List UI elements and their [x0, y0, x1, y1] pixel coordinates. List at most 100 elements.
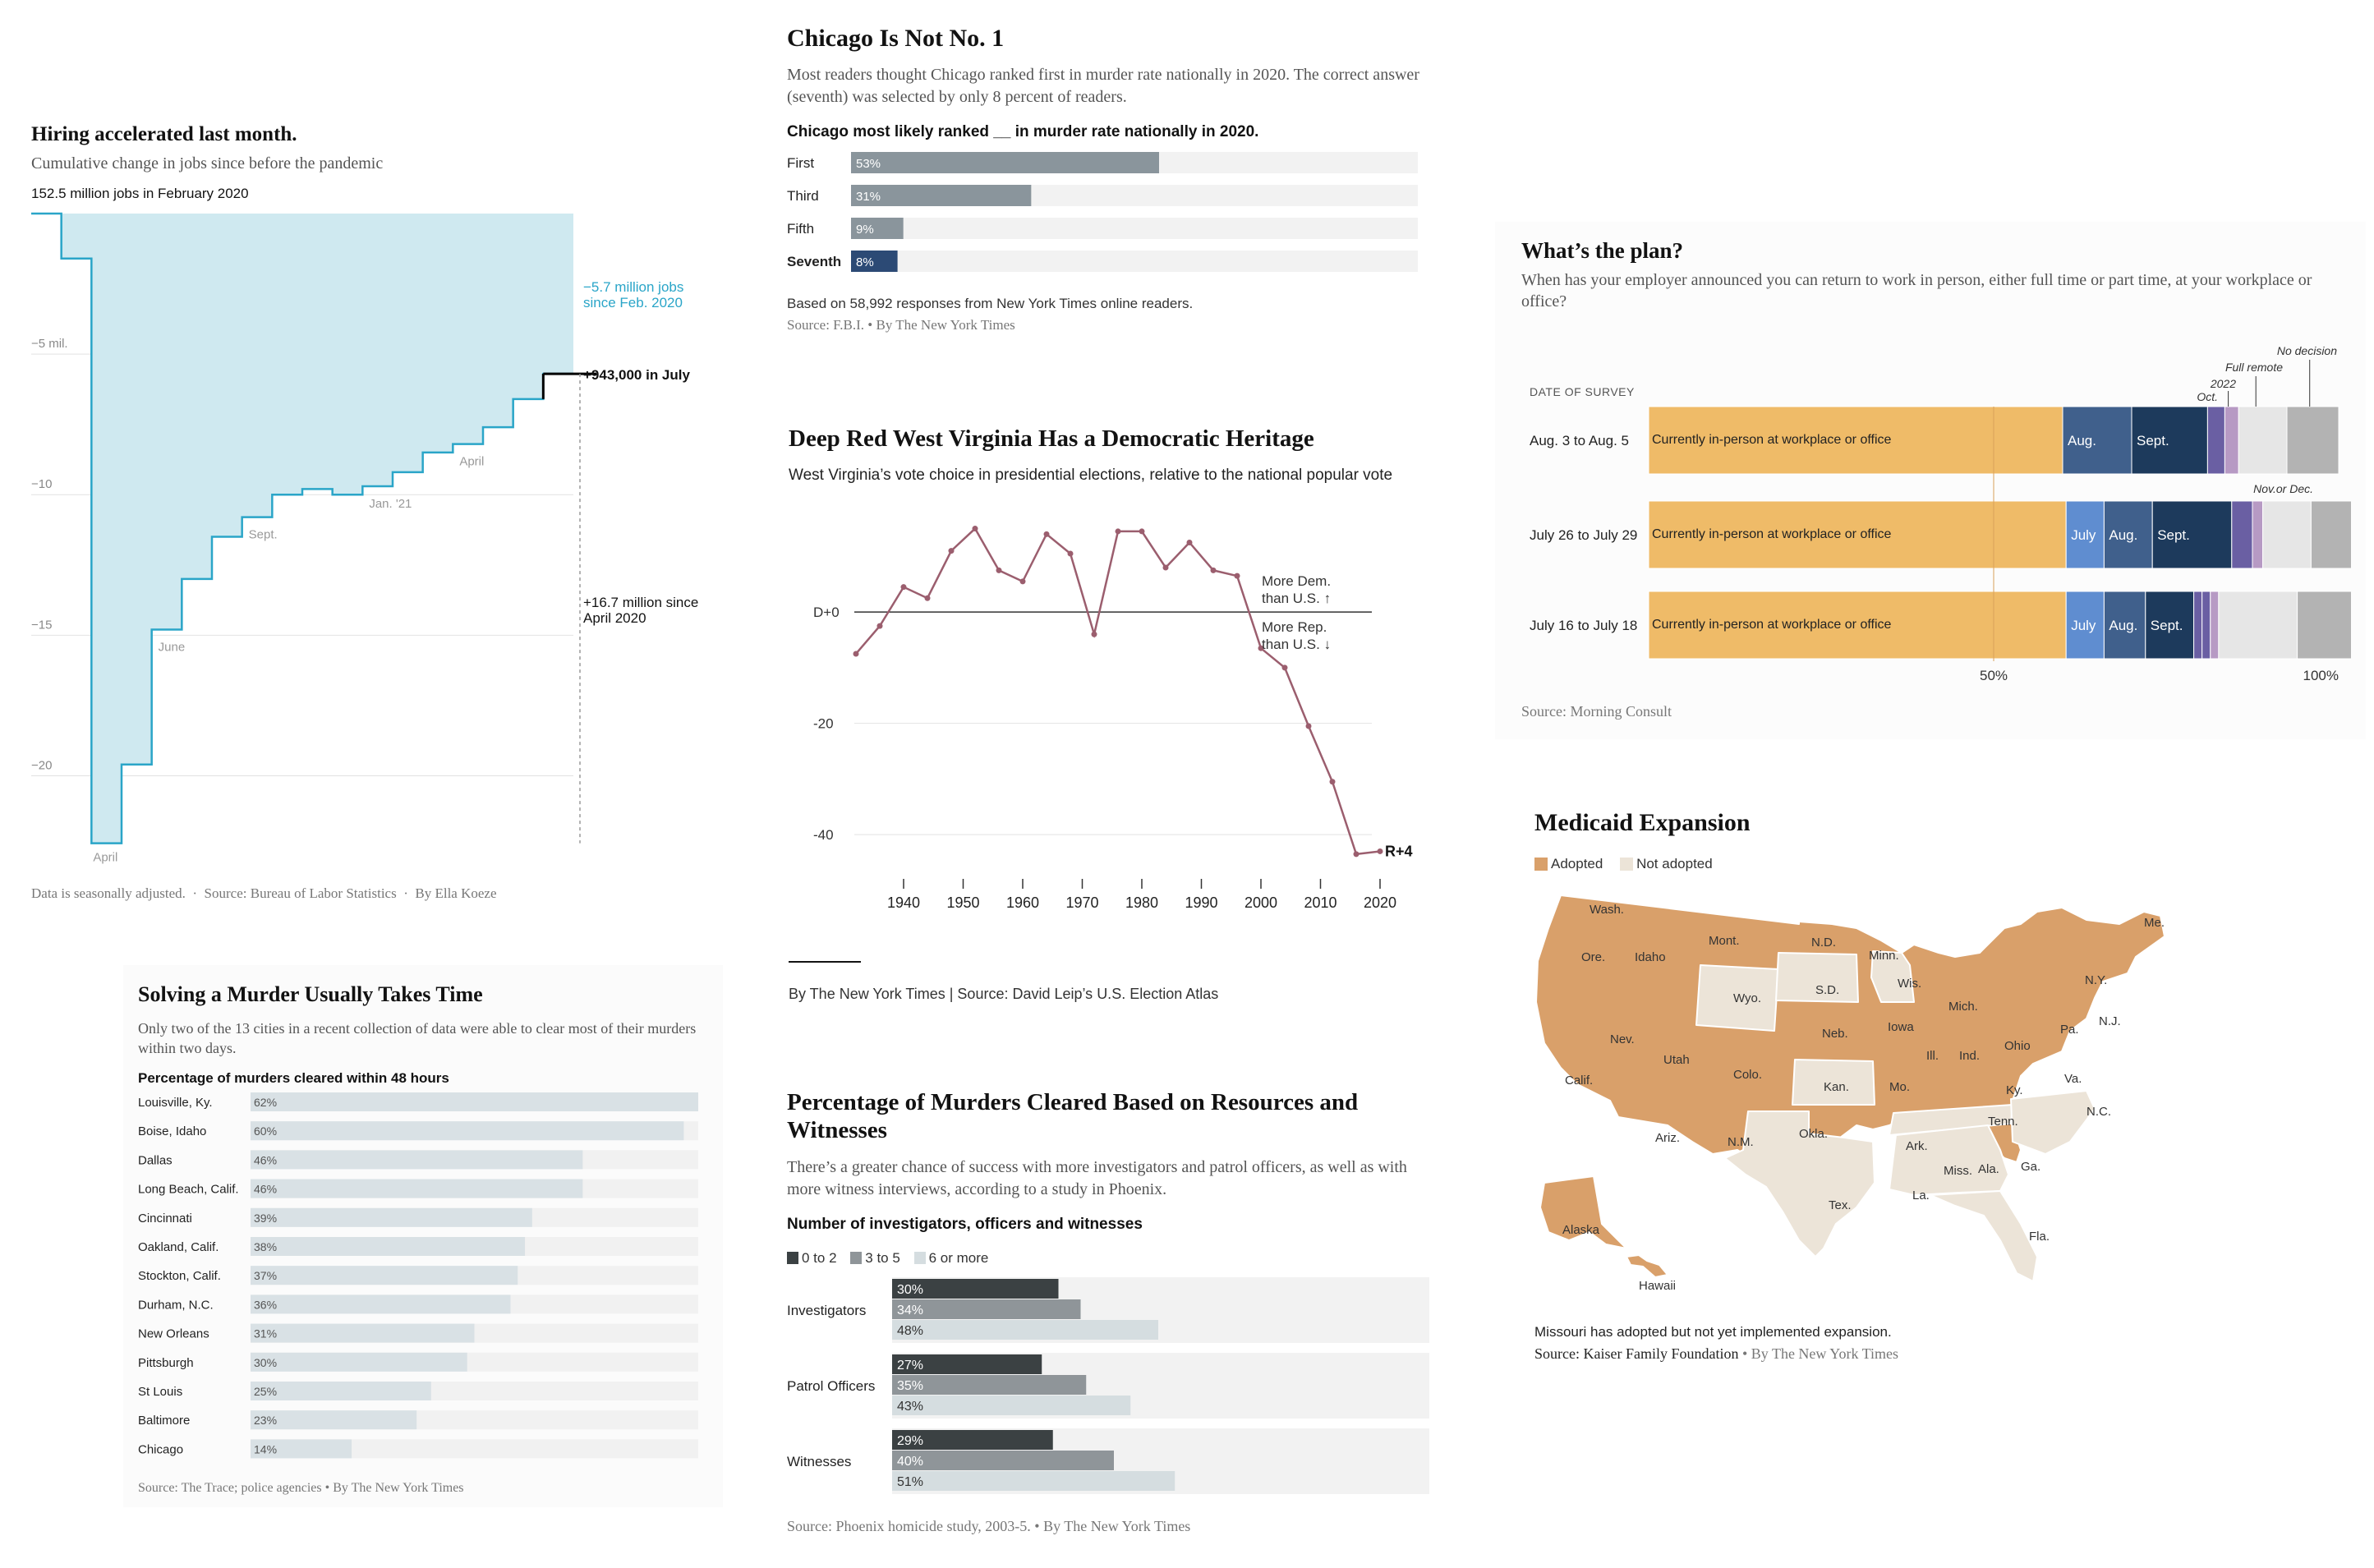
plan-row-label: July 26 to July 29 — [1530, 527, 1637, 543]
state-label-ind: Ind. — [1959, 1049, 1980, 1063]
jobs-subtitle: Cumulative change in jobs since before t… — [31, 154, 384, 172]
plan-segment — [1648, 591, 2067, 660]
resources-category-label: Patrol Officers — [787, 1378, 875, 1394]
resources-category-label: Witnesses — [787, 1454, 851, 1469]
state-shape-hawaii — [1626, 1254, 1668, 1278]
jobs-annotation-july: +943,000 in July — [583, 367, 690, 383]
plan-stacked-bar-chart: DATE OF SURVEY Aug. Sept. Currently in-pers… — [1530, 344, 2351, 683]
state-shape-miss-ala-ga — [1889, 1124, 2009, 1196]
state-shape-sd — [1775, 952, 1859, 1003]
wv-point — [1305, 723, 1312, 729]
wv-source: By The New York Times | Source: David Le… — [789, 986, 1219, 1002]
wv-point — [1162, 564, 1169, 571]
wv-point — [996, 567, 1002, 573]
wv-more-rep-label: More Rep. — [1262, 619, 1327, 635]
plan-segment — [2201, 591, 2211, 660]
state-shape-kan — [1792, 1059, 1875, 1106]
murder-value-label: 38% — [254, 1240, 277, 1253]
state-label-okla: Okla. — [1799, 1127, 1828, 1141]
resources-bar — [892, 1451, 1114, 1470]
state-label-nd: N.D. — [1811, 936, 1836, 950]
murder-bar — [251, 1266, 518, 1285]
murders-title: Solving a Murder Usually Takes Time — [138, 982, 483, 1006]
murder-bar — [251, 1410, 417, 1430]
plan-inperson-label: Currently in-person at workplace or offi… — [1652, 618, 1891, 632]
state-shape-alaska — [1539, 1175, 1627, 1249]
murder-city-label: Stockton, Calif. — [138, 1269, 221, 1283]
murder-value-label: 23% — [254, 1414, 277, 1427]
murder-bar — [251, 1121, 684, 1141]
plan-callout-no-decision: No decision — [2277, 344, 2337, 357]
wv-point — [1234, 572, 1240, 579]
murder-city-label: Boise, Idaho — [138, 1124, 206, 1138]
legend-swatch-6plus — [913, 1252, 926, 1264]
wv-point — [1281, 664, 1288, 671]
murder-bar — [251, 1237, 526, 1256]
state-label-nm: N.M. — [1728, 1135, 1754, 1149]
plan-segment — [2310, 500, 2351, 569]
state-label-kan: Kan. — [1824, 1080, 1849, 1094]
murder-bar — [251, 1150, 583, 1170]
jobs-ytick-label: −20 — [31, 758, 52, 772]
plan-row-label: July 16 to July 18 — [1530, 618, 1637, 633]
wv-xtick-label: 1980 — [1125, 894, 1158, 911]
murder-value-label: 25% — [254, 1385, 277, 1398]
jobs-line — [31, 212, 573, 844]
wv-line-chart: D+0 -20 -40 1940 1950 1960 1970 1980 1990 2000 201… — [813, 526, 1413, 911]
plan-source: Source: Morning Consult — [1521, 703, 1672, 720]
state-label-nc: N.C. — [2086, 1105, 2111, 1119]
resources-heading: Number of investigators, officers and wi… — [787, 1216, 1143, 1233]
murder-city-label: Long Beach, Calif. — [138, 1183, 239, 1197]
wv-point — [1377, 848, 1383, 854]
chicago-bar-chart: First 53% Third 31% Fifth 9% Seventh 8% — [787, 152, 1418, 272]
state-label-ill: Ill. — [1926, 1049, 1939, 1063]
plan-segment — [2252, 500, 2264, 569]
wv-source-rule — [789, 961, 861, 963]
wv-xtick-label: 1990 — [1185, 894, 1217, 911]
plan-segment-label: Sept. — [2151, 618, 2183, 633]
plan-segment — [2065, 500, 2105, 569]
wv-point — [1043, 531, 1050, 537]
plan-segment — [2193, 591, 2203, 660]
resources-bar — [892, 1354, 1042, 1374]
medicaid-state-labels: Wash. Ore. Idaho Mont. N.D. Minn. Wis. Mich. N.Y… — [1562, 903, 2165, 1293]
resources-legend: 0 to 2 3 to 5 6 or more — [787, 1250, 988, 1267]
state-label-me: Me. — [2144, 916, 2165, 930]
wv-ytick-label: D+0 — [813, 605, 840, 620]
plan-segment — [2231, 500, 2253, 569]
state-shape-fla — [1930, 1190, 2038, 1282]
plan-segment — [1648, 500, 2067, 569]
plan-segment — [2062, 406, 2132, 475]
murder-city-label: Durham, N.C. — [138, 1298, 214, 1312]
state-label-va: Va. — [2064, 1072, 2082, 1086]
wv-subtitle: West Virginia’s vote choice in president… — [789, 467, 1393, 484]
resources-bar — [892, 1320, 1158, 1340]
state-label-alaska: Alaska — [1562, 1223, 1600, 1237]
wv-more-dem-label: More Dem. — [1262, 573, 1331, 589]
resources-bar — [892, 1375, 1087, 1395]
murder-city-label: Pittsburgh — [138, 1356, 194, 1370]
plan-xtick-label: 50% — [1980, 668, 2008, 683]
resources-bar — [892, 1396, 1131, 1415]
wv-title: Deep Red West Virginia Has a Democratic … — [789, 425, 1314, 452]
plan-segment-label: July — [2071, 618, 2096, 633]
state-label-ore: Ore. — [1581, 950, 1605, 964]
jobs-annotation-recovery: +16.7 million since April 2020 — [583, 595, 699, 626]
state-label-mont: Mont. — [1709, 934, 1740, 948]
state-label-wis: Wis. — [1898, 977, 1921, 991]
plan-segment-label: July — [2071, 527, 2096, 543]
plan-xtick-label: 100% — [2303, 668, 2339, 683]
state-label-mich: Mich. — [1948, 1000, 1978, 1014]
resources-bar — [892, 1279, 1059, 1299]
plan-subtitle: When has your employer announced you can… — [1521, 271, 2312, 310]
jobs-month-label: April — [459, 455, 484, 469]
chicago-bar — [851, 218, 904, 239]
wv-point — [1115, 528, 1121, 535]
murder-bar — [251, 1207, 532, 1227]
resources-category-label: Investigators — [787, 1303, 866, 1318]
plan-segment-label: Aug. — [2109, 527, 2137, 543]
medicaid-source: Source: Kaiser Family Foundation • By Th… — [1534, 1345, 1898, 1363]
chicago-value-label: 53% — [856, 157, 881, 171]
legend-label-adopted: Adopted — [1551, 856, 1603, 871]
jobs-ytick-label: −5 mil. — [31, 337, 68, 351]
